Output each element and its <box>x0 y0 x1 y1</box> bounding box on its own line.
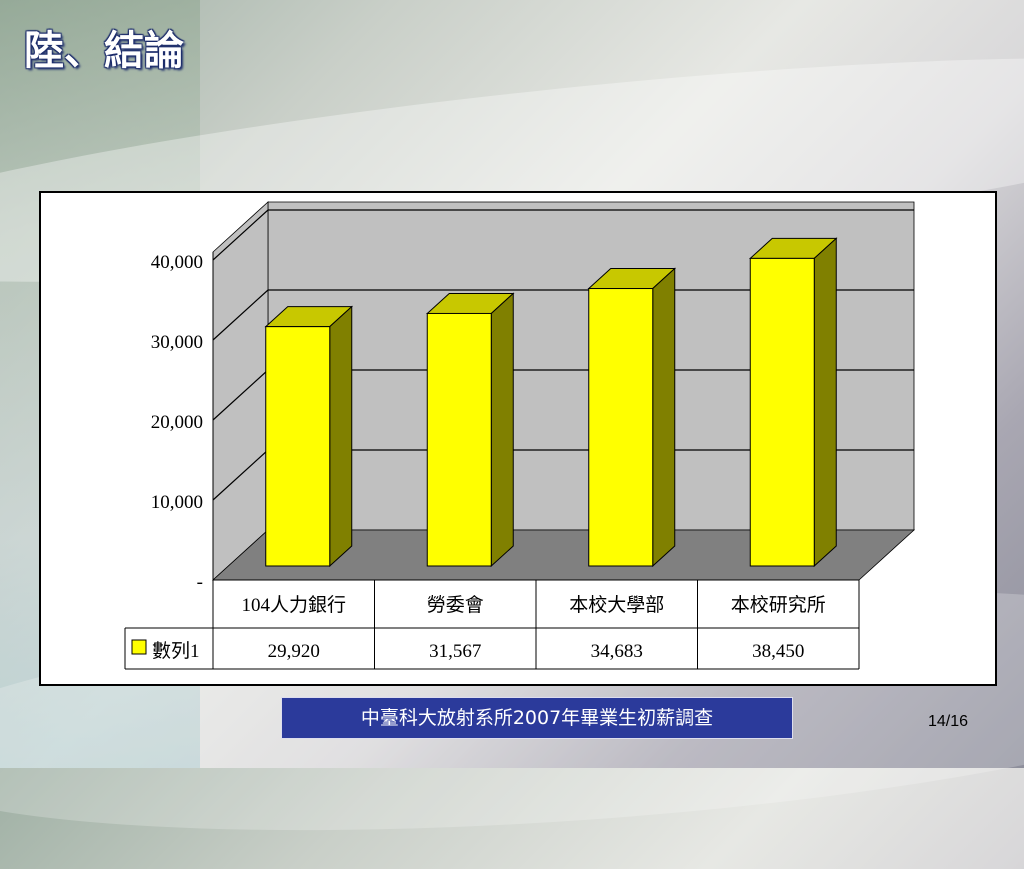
bar-chart: - 10,000 20,000 30,000 40,000 104人力銀行 勞委會 本校大學部… <box>124 201 916 670</box>
bar-side <box>813 237 837 568</box>
chart-frame: - 10,000 20,000 30,000 40,000 104人力銀行 勞委會 本校大學部… <box>39 191 997 686</box>
data-label: 34,683 <box>591 641 643 662</box>
data-label: 38,450 <box>752 641 804 662</box>
chart-side-wall <box>212 201 269 581</box>
y-tick-label: 10,000 <box>151 492 203 513</box>
y-tick-label: 20,000 <box>151 412 203 433</box>
category-label: 104人力銀行 <box>241 594 346 616</box>
bar <box>265 326 331 567</box>
bar <box>426 312 492 567</box>
y-tick-label: 30,000 <box>151 332 203 353</box>
category-label: 本校研究所 <box>731 594 826 616</box>
y-tick-label: - <box>197 572 203 593</box>
bar <box>749 257 815 567</box>
bar-side <box>490 292 514 568</box>
bar-side <box>652 267 676 568</box>
bar-side <box>329 305 353 568</box>
legend-key <box>131 639 147 655</box>
legend-series-name: 數列1 <box>152 640 200 662</box>
gridline <box>212 209 914 261</box>
y-tick-label: 40,000 <box>151 252 203 273</box>
bar <box>588 288 654 567</box>
gridline <box>212 289 914 341</box>
category-label: 本校大學部 <box>569 594 664 616</box>
category-label: 勞委會 <box>427 594 484 616</box>
slide-title: 陸、結論 <box>24 28 184 74</box>
chart-caption: 中臺科大放射系所2007年畢業生初薪調查 <box>281 697 793 739</box>
data-label: 29,920 <box>268 641 320 662</box>
data-label: 31,567 <box>429 641 481 662</box>
page-number: 14/16 <box>928 713 969 730</box>
